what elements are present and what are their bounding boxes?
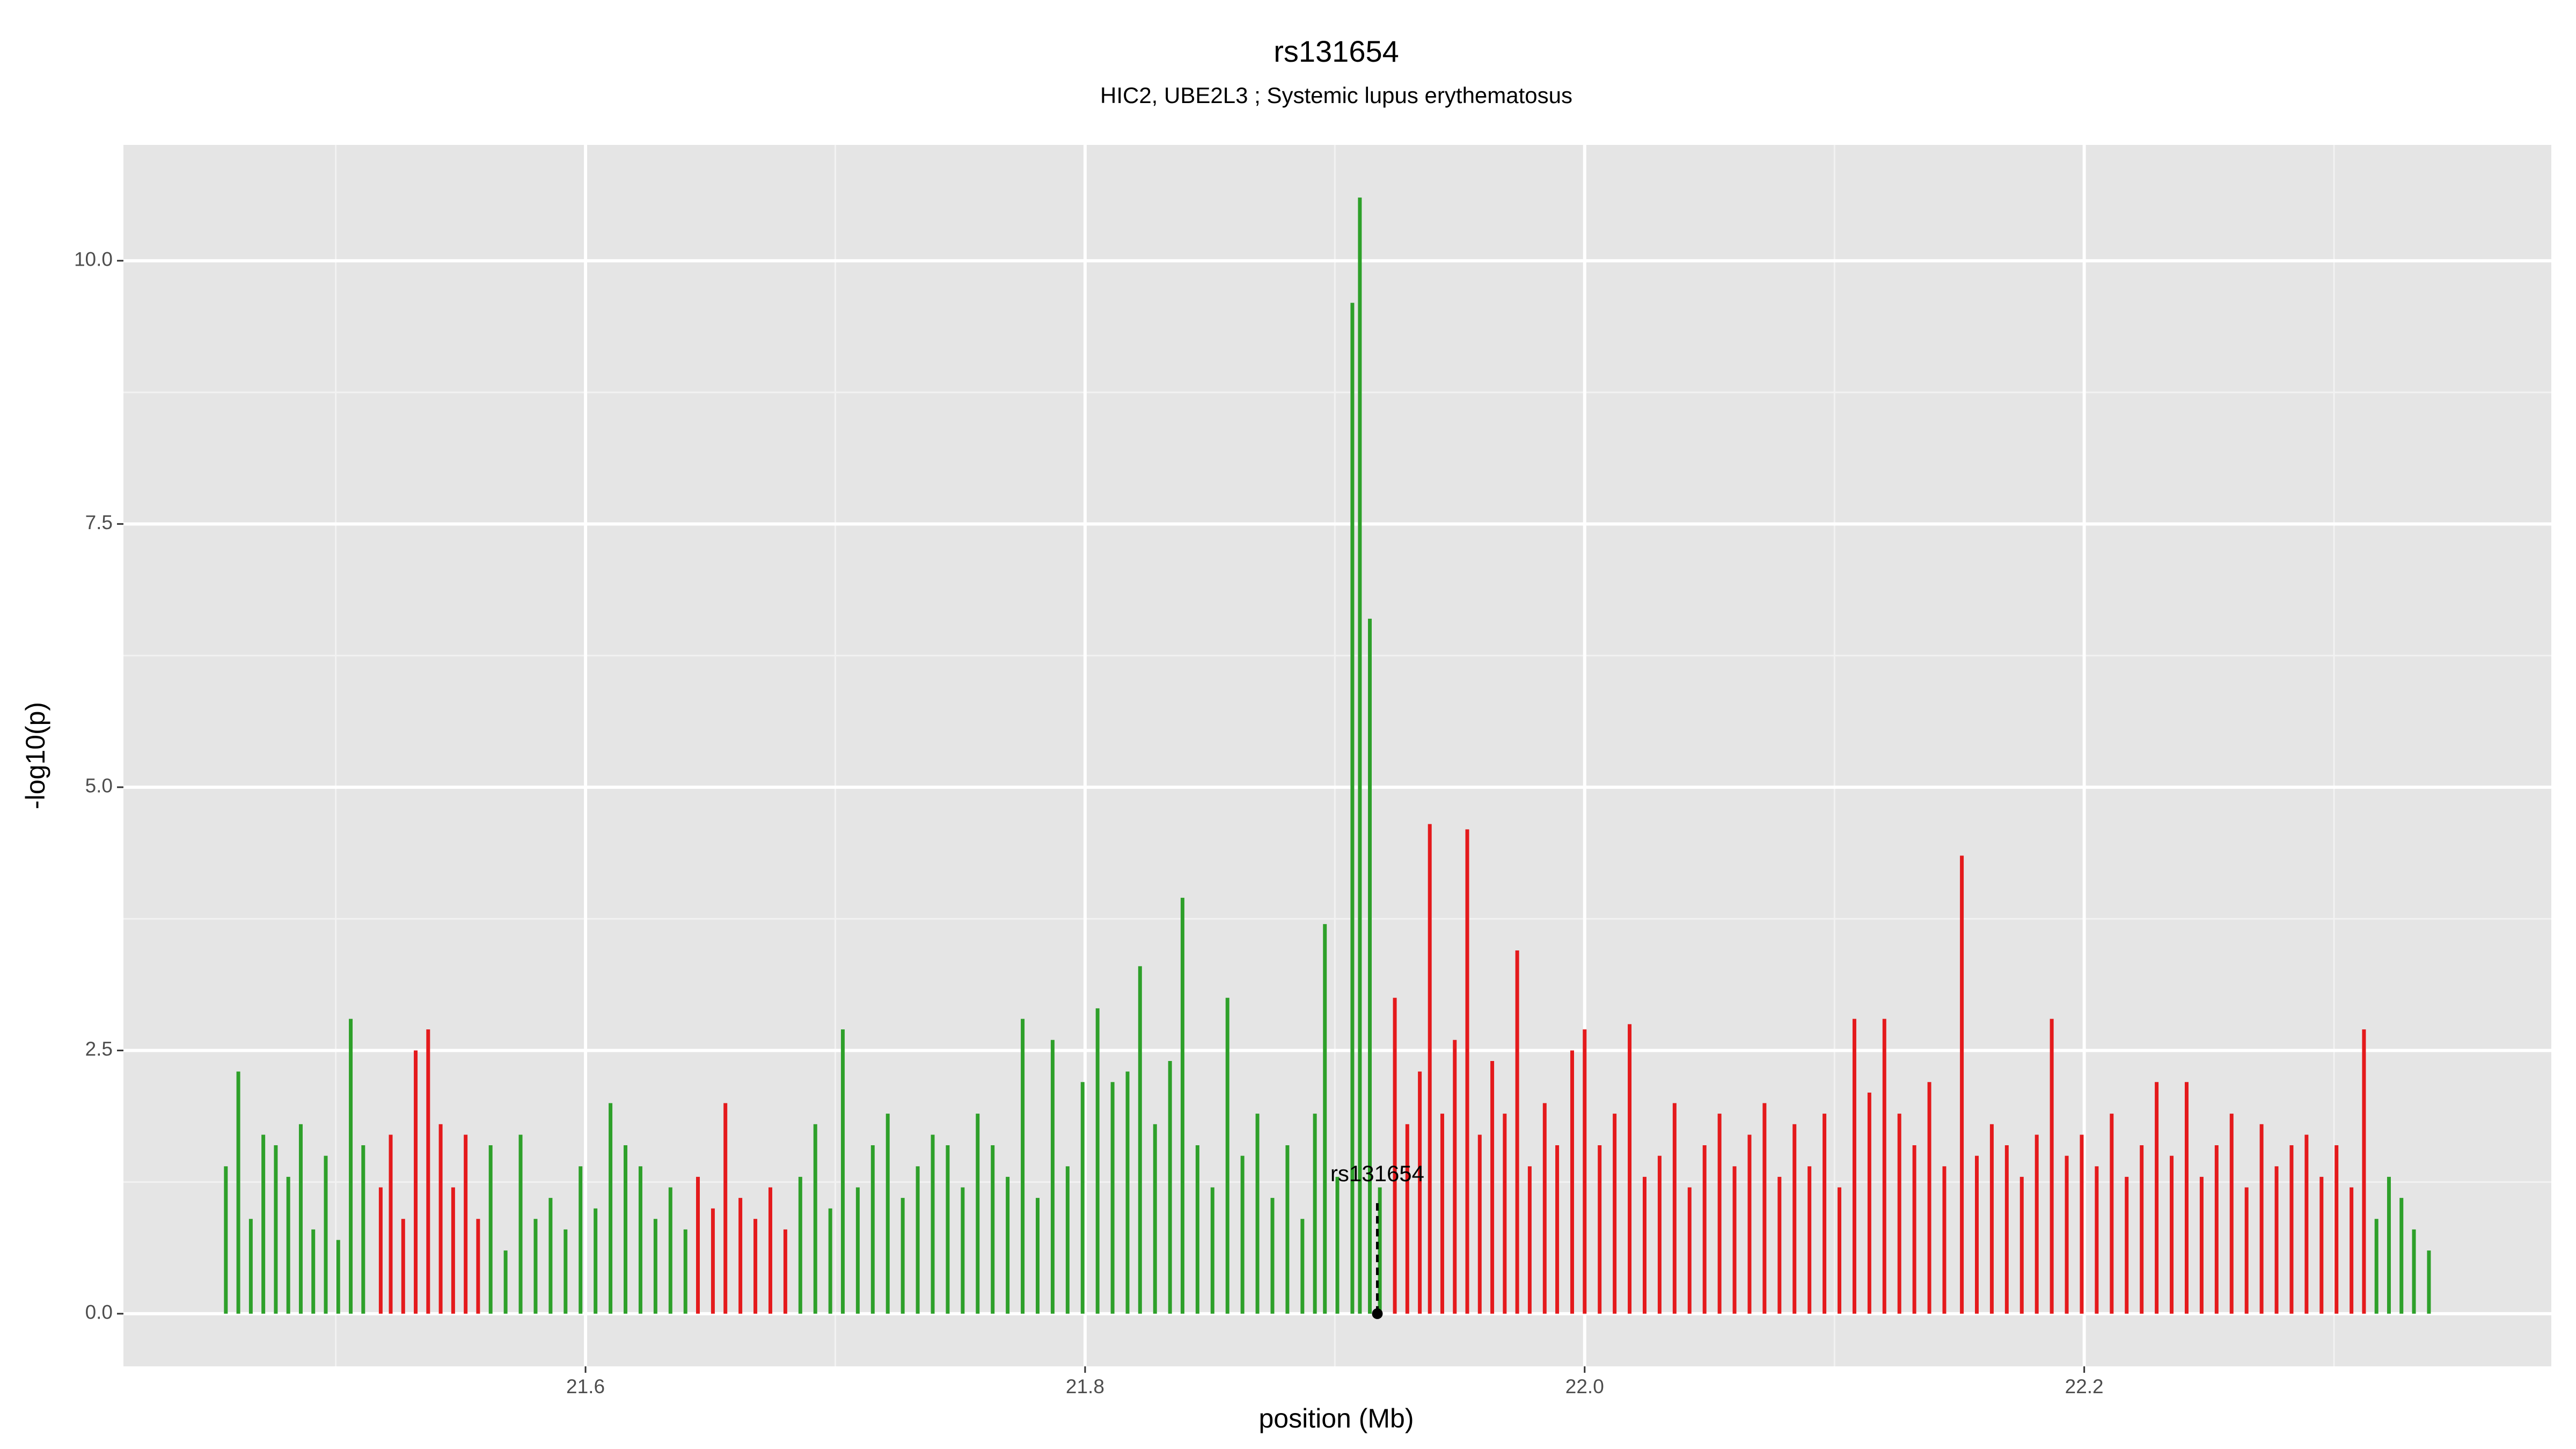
x-tick-label: 21.6 xyxy=(566,1375,605,1397)
x-axis-label: position (Mb) xyxy=(1259,1403,1414,1433)
y-axis-label: -log10(p) xyxy=(20,702,50,809)
x-tick-label: 21.8 xyxy=(1066,1375,1104,1397)
y-tick-label: 10.0 xyxy=(74,248,113,270)
y-tick-label: 7.5 xyxy=(85,511,113,533)
y-tick-label: 0.0 xyxy=(85,1301,113,1323)
chart-subtitle: HIC2, UBE2L3 ; Systemic lupus erythemato… xyxy=(1100,83,1572,108)
y-tick-label: 2.5 xyxy=(85,1038,113,1060)
annotation-label: rs131654 xyxy=(1330,1161,1424,1186)
annotation-point xyxy=(1372,1308,1383,1319)
y-tick-label: 5.0 xyxy=(85,775,113,797)
marks xyxy=(224,197,2431,1314)
plot-panel xyxy=(123,145,2551,1366)
x-tick-label: 22.2 xyxy=(2065,1375,2104,1397)
chart-title: rs131654 xyxy=(1274,34,1399,68)
x-tick-label: 22.0 xyxy=(1565,1375,1604,1397)
